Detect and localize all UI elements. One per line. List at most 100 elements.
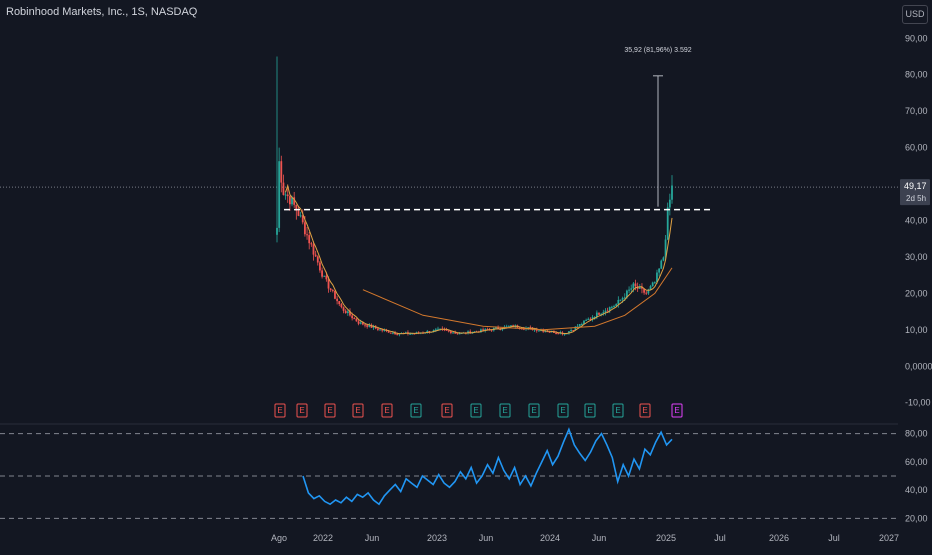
earnings-marker-label: E [444,406,449,415]
candle-body [578,324,581,327]
candle-body [617,299,620,305]
candle-body [321,270,323,277]
candle-body [559,332,562,334]
candle-body [276,227,278,235]
earnings-marker-box [470,403,482,418]
candle-body [555,332,557,334]
candle-body [327,279,330,289]
candle-body [497,327,500,330]
candle-body [349,311,351,316]
candle-body [306,234,308,236]
earnings-marker-label: E [473,406,478,415]
earnings-marker: E [639,403,651,418]
earnings-marker-box [441,403,453,418]
candle-body [331,290,334,292]
candle-body [651,282,654,287]
candle-body [394,332,396,335]
candle-body [316,256,319,263]
candle-body [312,244,315,255]
price-tick-label: 60,00 [905,143,928,153]
candle-body [623,297,626,299]
candle-body [619,299,622,301]
candle-body [660,260,663,269]
candle-body [653,282,656,284]
candle-body [361,322,364,325]
candle-body [329,288,332,291]
candle-body [606,310,609,312]
time-tick-label: Jul [714,533,726,543]
candle-body [593,316,596,318]
earnings-marker: E [470,403,482,418]
candle-body [458,333,461,335]
candle-body [580,324,583,326]
earnings-marker-label: E [560,406,565,415]
candle-body [610,306,613,308]
candle-body [447,330,450,332]
candle-body [445,329,448,331]
candle-body [664,239,667,258]
candle-body [630,288,633,290]
candle-body [647,289,650,294]
earnings-marker-label: E [384,406,389,415]
candle-body [301,215,304,223]
candle-body [568,331,570,334]
candle-body [351,315,354,319]
price-tick-label: 70,00 [905,106,928,116]
candle-body [570,330,573,332]
candle-body [364,324,366,326]
earnings-marker-box [410,403,422,418]
candle-body [323,275,326,277]
candle-body [538,330,540,332]
candle-body [278,161,281,228]
earnings-marker: E [324,403,336,418]
earnings-marker: E [557,403,569,418]
candle-body [645,292,648,294]
earnings-marker-box [557,403,569,418]
time-tick-label: Jun [365,533,380,543]
earnings-marker: E [381,403,393,418]
candle-body [428,330,431,333]
earnings-marker: E [612,403,624,418]
rsi-line [302,427,673,506]
candle-body [381,329,384,331]
rsi-tick-label: 40,00 [905,485,928,495]
candle-body [314,254,317,257]
candle-body [638,286,641,289]
candle-body [376,328,379,330]
earnings-marker-label: E [531,406,536,415]
earnings-marker-box [352,403,364,418]
time-tick-label: Jun [592,533,607,543]
candle-body [641,286,643,289]
time-tick-label: 2025 [656,533,676,543]
earnings-marker-box [324,403,336,418]
price-tick-label: 30,00 [905,252,928,262]
candle-body [604,310,607,313]
candle-body [600,313,603,315]
candle-body [413,333,416,335]
candle-body [662,257,665,261]
candle-body [355,318,358,322]
candle-body [366,325,369,327]
last-price-value: 49,17 [904,181,927,191]
candle-body [293,197,296,205]
candle-body [576,326,579,328]
candle-body [574,326,577,331]
candle-body [643,288,645,293]
time-tick-label: 2022 [313,533,333,543]
candle-body [649,286,652,290]
candle-body [286,194,289,197]
candle-body [353,318,356,320]
candle-body [439,328,442,330]
earnings-marker-box [584,403,596,418]
candle-body [546,331,549,333]
time-tick-label: 2023 [427,533,447,543]
candle-body [359,322,362,324]
candle-body [510,325,512,327]
candle-body [495,327,497,329]
earnings-marker-box [499,403,511,418]
currency-button[interactable]: USD [902,5,928,24]
earnings-marker: E [499,403,511,418]
candle-body [668,199,671,208]
